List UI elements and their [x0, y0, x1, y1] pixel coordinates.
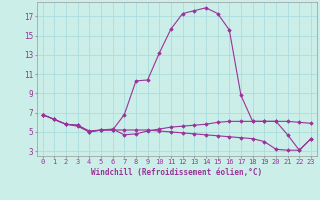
X-axis label: Windchill (Refroidissement éolien,°C): Windchill (Refroidissement éolien,°C) — [91, 168, 262, 177]
